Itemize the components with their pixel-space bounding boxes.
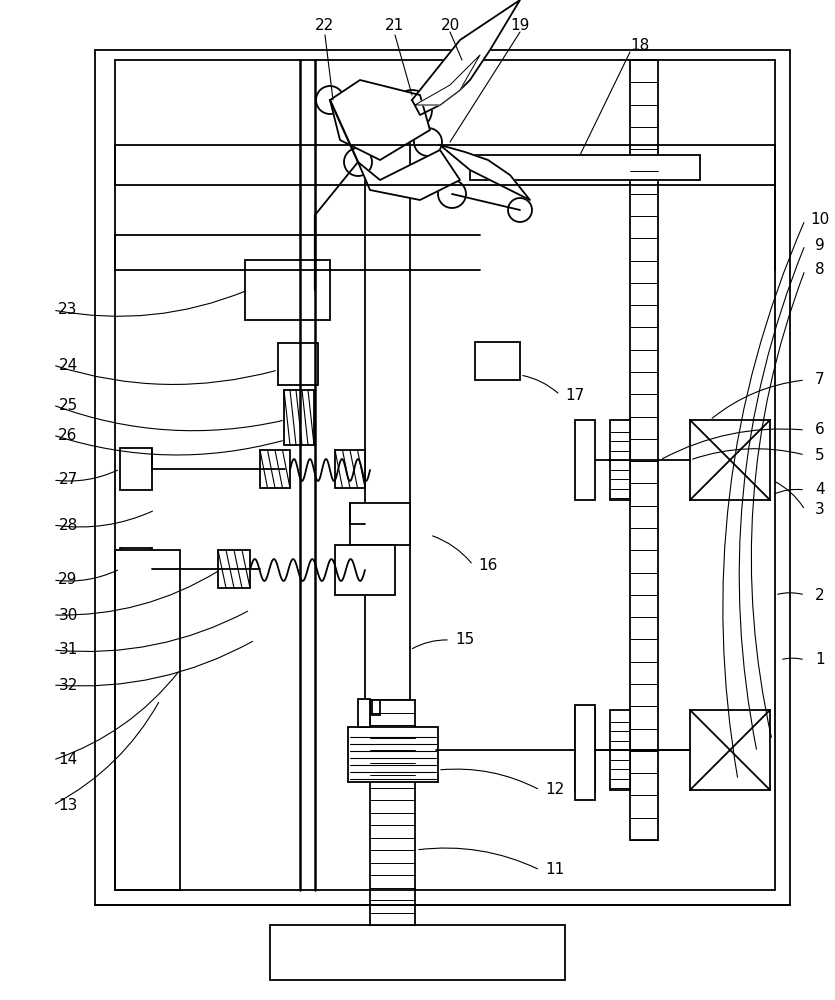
Bar [365,140,410,700]
FancyArrowPatch shape [412,640,448,649]
Bar [370,700,415,925]
Bar [335,450,365,488]
Text: 30: 30 [58,607,78,622]
Bar [120,448,152,490]
Text: 18: 18 [630,37,650,52]
FancyArrowPatch shape [662,429,802,459]
FancyArrowPatch shape [419,848,538,869]
Bar [358,699,370,727]
Bar [690,710,770,790]
Text: 17: 17 [565,387,584,402]
FancyArrowPatch shape [56,436,282,455]
Text: 3: 3 [815,502,825,518]
Text: 20: 20 [440,17,459,32]
FancyArrowPatch shape [523,376,558,393]
Polygon shape [415,55,480,105]
Text: 1: 1 [815,652,825,668]
Text: 9: 9 [815,237,825,252]
Polygon shape [358,150,460,200]
Text: 13: 13 [58,798,78,812]
Text: 12: 12 [545,782,564,798]
Text: 31: 31 [58,643,78,658]
FancyArrowPatch shape [56,611,247,652]
Bar [218,550,250,588]
Text: 27: 27 [58,473,78,488]
Bar [470,155,700,180]
FancyArrowPatch shape [692,449,802,459]
Text: 26: 26 [58,428,78,442]
FancyArrowPatch shape [56,406,282,431]
FancyArrowPatch shape [723,223,804,777]
Polygon shape [440,145,530,200]
Bar [245,260,330,320]
FancyArrowPatch shape [56,470,118,481]
Text: 14: 14 [58,752,78,768]
Bar [335,545,395,595]
Text: 28: 28 [58,518,78,532]
FancyArrowPatch shape [712,380,802,418]
Bar [260,450,290,488]
Circle shape [414,128,442,156]
Circle shape [438,180,466,208]
Bar [610,420,630,500]
Text: 23: 23 [58,302,78,318]
FancyArrowPatch shape [433,536,471,563]
FancyArrowPatch shape [55,702,159,804]
Circle shape [392,90,432,130]
Bar [630,60,658,840]
Text: 4: 4 [815,483,825,497]
Bar [115,550,180,890]
FancyArrowPatch shape [56,570,118,581]
Bar [690,420,770,500]
Bar [350,503,410,545]
Text: 8: 8 [815,262,825,277]
Bar [284,390,314,445]
FancyArrowPatch shape [777,593,802,594]
Bar [575,705,595,800]
Bar [475,342,520,380]
Text: 15: 15 [455,633,474,648]
Bar [372,700,380,715]
FancyArrowPatch shape [782,658,802,659]
Circle shape [344,148,372,176]
Text: 5: 5 [815,448,825,462]
Bar [120,548,152,590]
Bar [270,925,565,980]
FancyArrowPatch shape [775,489,802,494]
Text: 25: 25 [58,397,78,412]
Text: 32: 32 [58,678,78,692]
Bar [610,710,630,790]
Bar [575,710,595,790]
FancyArrowPatch shape [56,366,276,384]
FancyArrowPatch shape [441,769,538,789]
FancyArrowPatch shape [56,641,252,686]
Polygon shape [330,80,430,160]
Bar [348,727,438,782]
Text: 2: 2 [815,587,825,602]
Text: 22: 22 [316,17,335,32]
Circle shape [316,86,344,114]
Text: 6: 6 [815,422,825,438]
Text: 7: 7 [815,372,825,387]
FancyArrowPatch shape [775,481,803,508]
FancyArrowPatch shape [56,291,245,316]
Text: 11: 11 [545,862,564,878]
Text: 16: 16 [478,558,498,572]
Text: 19: 19 [510,17,529,32]
Bar [278,343,318,385]
FancyArrowPatch shape [739,248,804,749]
FancyArrowPatch shape [56,571,218,615]
Text: 24: 24 [58,358,78,372]
FancyArrowPatch shape [56,672,179,759]
FancyArrowPatch shape [56,511,153,527]
Bar [575,420,595,500]
Text: 29: 29 [58,572,78,587]
Text: 21: 21 [386,17,405,32]
Circle shape [508,198,532,222]
FancyArrowPatch shape [752,273,804,737]
Polygon shape [412,0,520,115]
Text: 10: 10 [811,213,830,228]
